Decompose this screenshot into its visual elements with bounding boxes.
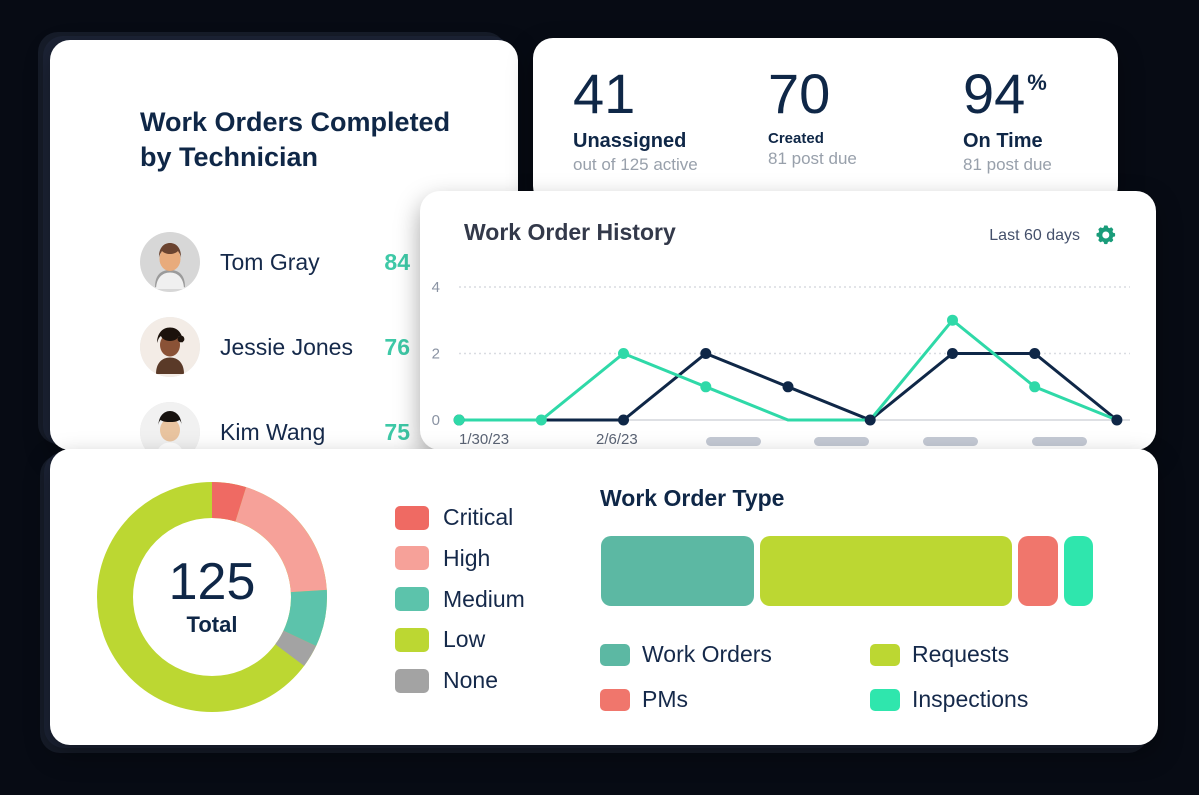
svg-text:2: 2 <box>432 346 440 363</box>
svg-text:2/6/23: 2/6/23 <box>596 431 638 448</box>
svg-text:4: 4 <box>432 279 440 296</box>
svg-text:0: 0 <box>432 412 440 429</box>
svg-text:1/30/23: 1/30/23 <box>459 431 509 448</box>
